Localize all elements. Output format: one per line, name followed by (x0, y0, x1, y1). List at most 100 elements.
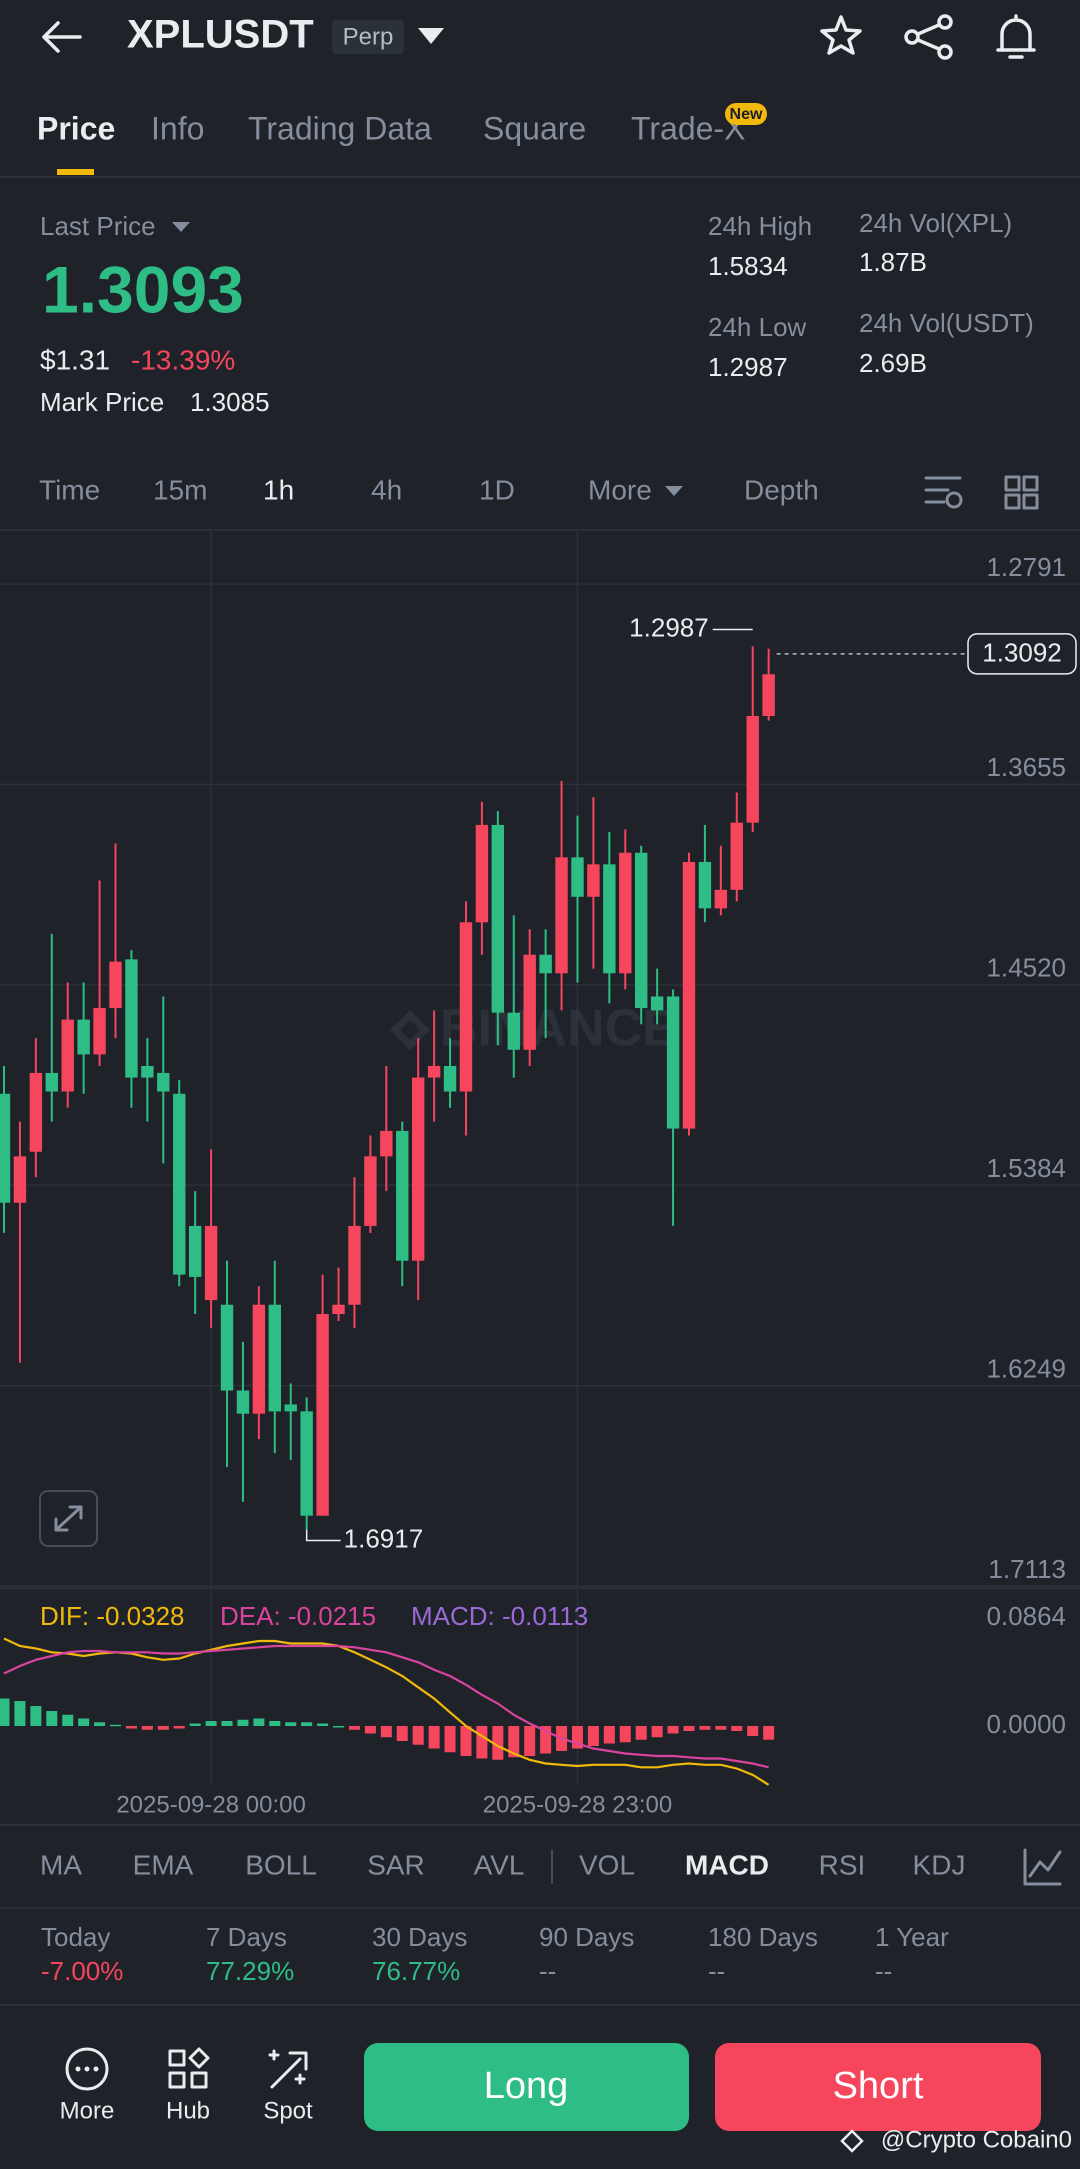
interval[interactable]: 4h (371, 474, 402, 505)
performance: Today -7.00% 7 Days 77.29% 30 Days 76.77% 90 D… (41, 1922, 949, 1986)
histogram-bar (237, 1719, 249, 1726)
candle-body (555, 857, 568, 974)
candle-body (188, 1225, 202, 1277)
stat-label: 24h Low (708, 312, 807, 342)
last-price-label[interactable]: Last Price (40, 211, 156, 241)
indicator[interactable]: KDJ (913, 1849, 966, 1880)
period-change: -- (875, 1956, 892, 1986)
candle-body (29, 1072, 43, 1152)
candle-body (666, 996, 680, 1129)
tab[interactable]: Price (37, 110, 115, 146)
indicator[interactable]: MA (40, 1849, 82, 1880)
price-change: -13.39% (131, 344, 235, 375)
new-badge: New (730, 106, 763, 123)
stat-value: 2.69B (859, 348, 927, 378)
histogram-bar (173, 1726, 185, 1729)
candle-body (157, 1072, 170, 1092)
candle-body (762, 674, 775, 716)
candle-body (77, 1019, 90, 1055)
indicator[interactable]: RSI (819, 1849, 866, 1880)
long-label[interactable]: Long (484, 2065, 569, 2107)
more-button[interactable]: More (60, 2047, 115, 2124)
long-button[interactable]: Long (364, 2043, 689, 2131)
histogram-bar (125, 1726, 137, 1729)
marker-line (305, 1529, 341, 1542)
notification-icon[interactable] (996, 14, 1036, 59)
x-tick-label: 2025-09-28 23:00 (483, 1791, 673, 1818)
histogram-bar (333, 1726, 345, 1728)
hub-button[interactable]: Hub (166, 2047, 210, 2124)
tool-label[interactable]: More (60, 2097, 115, 2124)
interval[interactable]: 1h (263, 474, 294, 505)
histogram-bar (731, 1726, 743, 1731)
dropdown[interactable] (172, 222, 190, 232)
interval[interactable]: Time (39, 474, 100, 505)
candle-body (635, 852, 648, 1009)
histogram-bar (699, 1726, 711, 1730)
favorite-icon[interactable] (820, 15, 862, 55)
histogram-bar (285, 1722, 297, 1726)
histogram-bar (524, 1726, 536, 1756)
histogram-bar (587, 1726, 599, 1746)
spot-button[interactable]: Spot (263, 2049, 313, 2124)
interval[interactable]: Depth (744, 474, 819, 505)
histogram-bar (141, 1726, 153, 1730)
symbol[interactable]: XPLUSDT (127, 13, 314, 57)
tab[interactable]: Square (483, 110, 586, 146)
indicator[interactable]: BOLL (245, 1849, 317, 1880)
dropdown[interactable] (665, 486, 683, 496)
histogram-bar (715, 1726, 727, 1730)
interval[interactable]: More (588, 474, 652, 505)
tab[interactable]: Trading Data (248, 110, 432, 146)
watermark: BINANCE (440, 1000, 677, 1058)
histogram-bar (508, 1726, 520, 1758)
candle-body (507, 1012, 520, 1050)
histogram-bar (396, 1726, 408, 1741)
y-tick-label: 0.0864 (986, 1601, 1066, 1631)
share-icon[interactable] (904, 14, 953, 60)
indicator[interactable]: SAR (367, 1849, 425, 1880)
candle-body (268, 1304, 282, 1412)
indicator[interactable]: VOL (579, 1849, 635, 1880)
y-tick-label: 1.3655 (986, 752, 1066, 782)
short-label[interactable]: Short (833, 2065, 924, 2107)
candle-body (682, 862, 696, 1129)
indicator-settings[interactable] (1023, 1848, 1062, 1886)
candle-body (252, 1304, 266, 1414)
settings-icon[interactable] (924, 476, 963, 509)
period-label: 90 Days (539, 1922, 634, 1952)
tab[interactable]: Info (151, 110, 204, 146)
last-price: 1.3093 (42, 252, 244, 326)
indicator[interactable]: EMA (133, 1849, 194, 1880)
candle-body (443, 1065, 457, 1092)
watermark: @Crypto Cobain0 (881, 2126, 1072, 2153)
legend-entry: DEA: -0.0215 (220, 1601, 376, 1631)
stat-label: 24h Vol(XPL) (859, 208, 1012, 238)
expand-button[interactable] (39, 1490, 98, 1547)
interval[interactable]: 15m (153, 474, 207, 505)
tool-label[interactable]: Hub (166, 2097, 210, 2124)
high-marker-label: 1.6917 (344, 1523, 424, 1553)
period-label: Today (41, 1922, 110, 1952)
layout-icon[interactable] (1004, 475, 1039, 510)
histogram-bar (62, 1714, 74, 1726)
tool-label[interactable]: Spot (263, 2097, 313, 2124)
indicator[interactable]: AVL (474, 1849, 525, 1880)
y-tick-label: 1.2791 (986, 552, 1066, 582)
period-change: 76.77% (372, 1956, 460, 1986)
symbol-dropdown[interactable] (418, 28, 444, 44)
candle-body (141, 1065, 154, 1078)
histogram-bar (348, 1726, 360, 1730)
interval[interactable]: 1D (479, 474, 515, 505)
back-button[interactable] (42, 21, 82, 53)
histogram-bar (603, 1726, 615, 1744)
histogram-bar (428, 1726, 440, 1749)
annotations: 1.2987 1.6917 1.3092 (305, 612, 1077, 1553)
grid: 1.2791 1.3655 1.4520 1.5384 1.6249 1.7113 2025… (0, 531, 1080, 1818)
period-label: 180 Days (708, 1922, 818, 1952)
histogram-bar (619, 1726, 631, 1743)
candle-body (571, 857, 584, 897)
short-button[interactable]: Short (715, 2043, 1041, 2131)
indicator[interactable]: MACD (685, 1849, 769, 1880)
